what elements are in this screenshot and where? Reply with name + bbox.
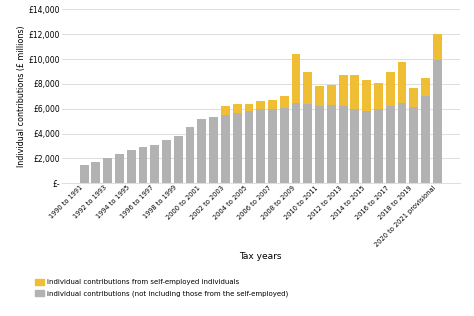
Bar	[433, 60, 442, 183]
Bar	[233, 113, 242, 183]
Bar	[233, 105, 242, 113]
Bar	[268, 109, 277, 183]
Bar	[374, 83, 383, 109]
Bar	[292, 54, 301, 103]
Bar	[292, 103, 301, 183]
Bar	[162, 140, 171, 183]
Bar	[398, 62, 406, 103]
Bar	[350, 109, 359, 183]
Bar	[339, 75, 347, 106]
Bar	[398, 103, 406, 183]
Bar	[115, 154, 124, 183]
Bar	[410, 88, 418, 107]
Y-axis label: Individual contributions (£ millions): Individual contributions (£ millions)	[17, 26, 26, 167]
Bar	[339, 106, 347, 183]
Bar	[256, 109, 265, 183]
Bar	[421, 96, 430, 183]
Bar	[350, 75, 359, 109]
X-axis label: Tax years: Tax years	[239, 252, 282, 261]
Bar	[362, 111, 371, 183]
Bar	[410, 107, 418, 183]
Bar	[209, 117, 218, 183]
Bar	[268, 100, 277, 109]
Bar	[245, 111, 253, 183]
Bar	[315, 87, 324, 106]
Bar	[221, 115, 230, 183]
Bar	[280, 96, 289, 107]
Bar	[256, 101, 265, 109]
Bar	[386, 71, 394, 106]
Bar	[327, 105, 336, 183]
Bar	[127, 150, 136, 183]
Bar	[315, 106, 324, 183]
Bar	[386, 106, 394, 183]
Bar	[374, 109, 383, 183]
Bar	[327, 85, 336, 105]
Bar	[138, 147, 147, 183]
Bar	[198, 119, 206, 183]
Bar	[245, 104, 253, 111]
Bar	[362, 80, 371, 111]
Bar	[103, 158, 112, 183]
Bar	[91, 161, 100, 183]
Bar	[186, 127, 194, 183]
Bar	[303, 72, 312, 105]
Bar	[80, 165, 89, 183]
Bar	[433, 34, 442, 60]
Bar	[221, 106, 230, 115]
Legend: individual contributions from self-employed individuals, individual contribution: individual contributions from self-emplo…	[33, 277, 291, 299]
Bar	[150, 145, 159, 183]
Bar	[280, 107, 289, 183]
Bar	[303, 105, 312, 183]
Bar	[174, 136, 182, 183]
Bar	[421, 78, 430, 96]
